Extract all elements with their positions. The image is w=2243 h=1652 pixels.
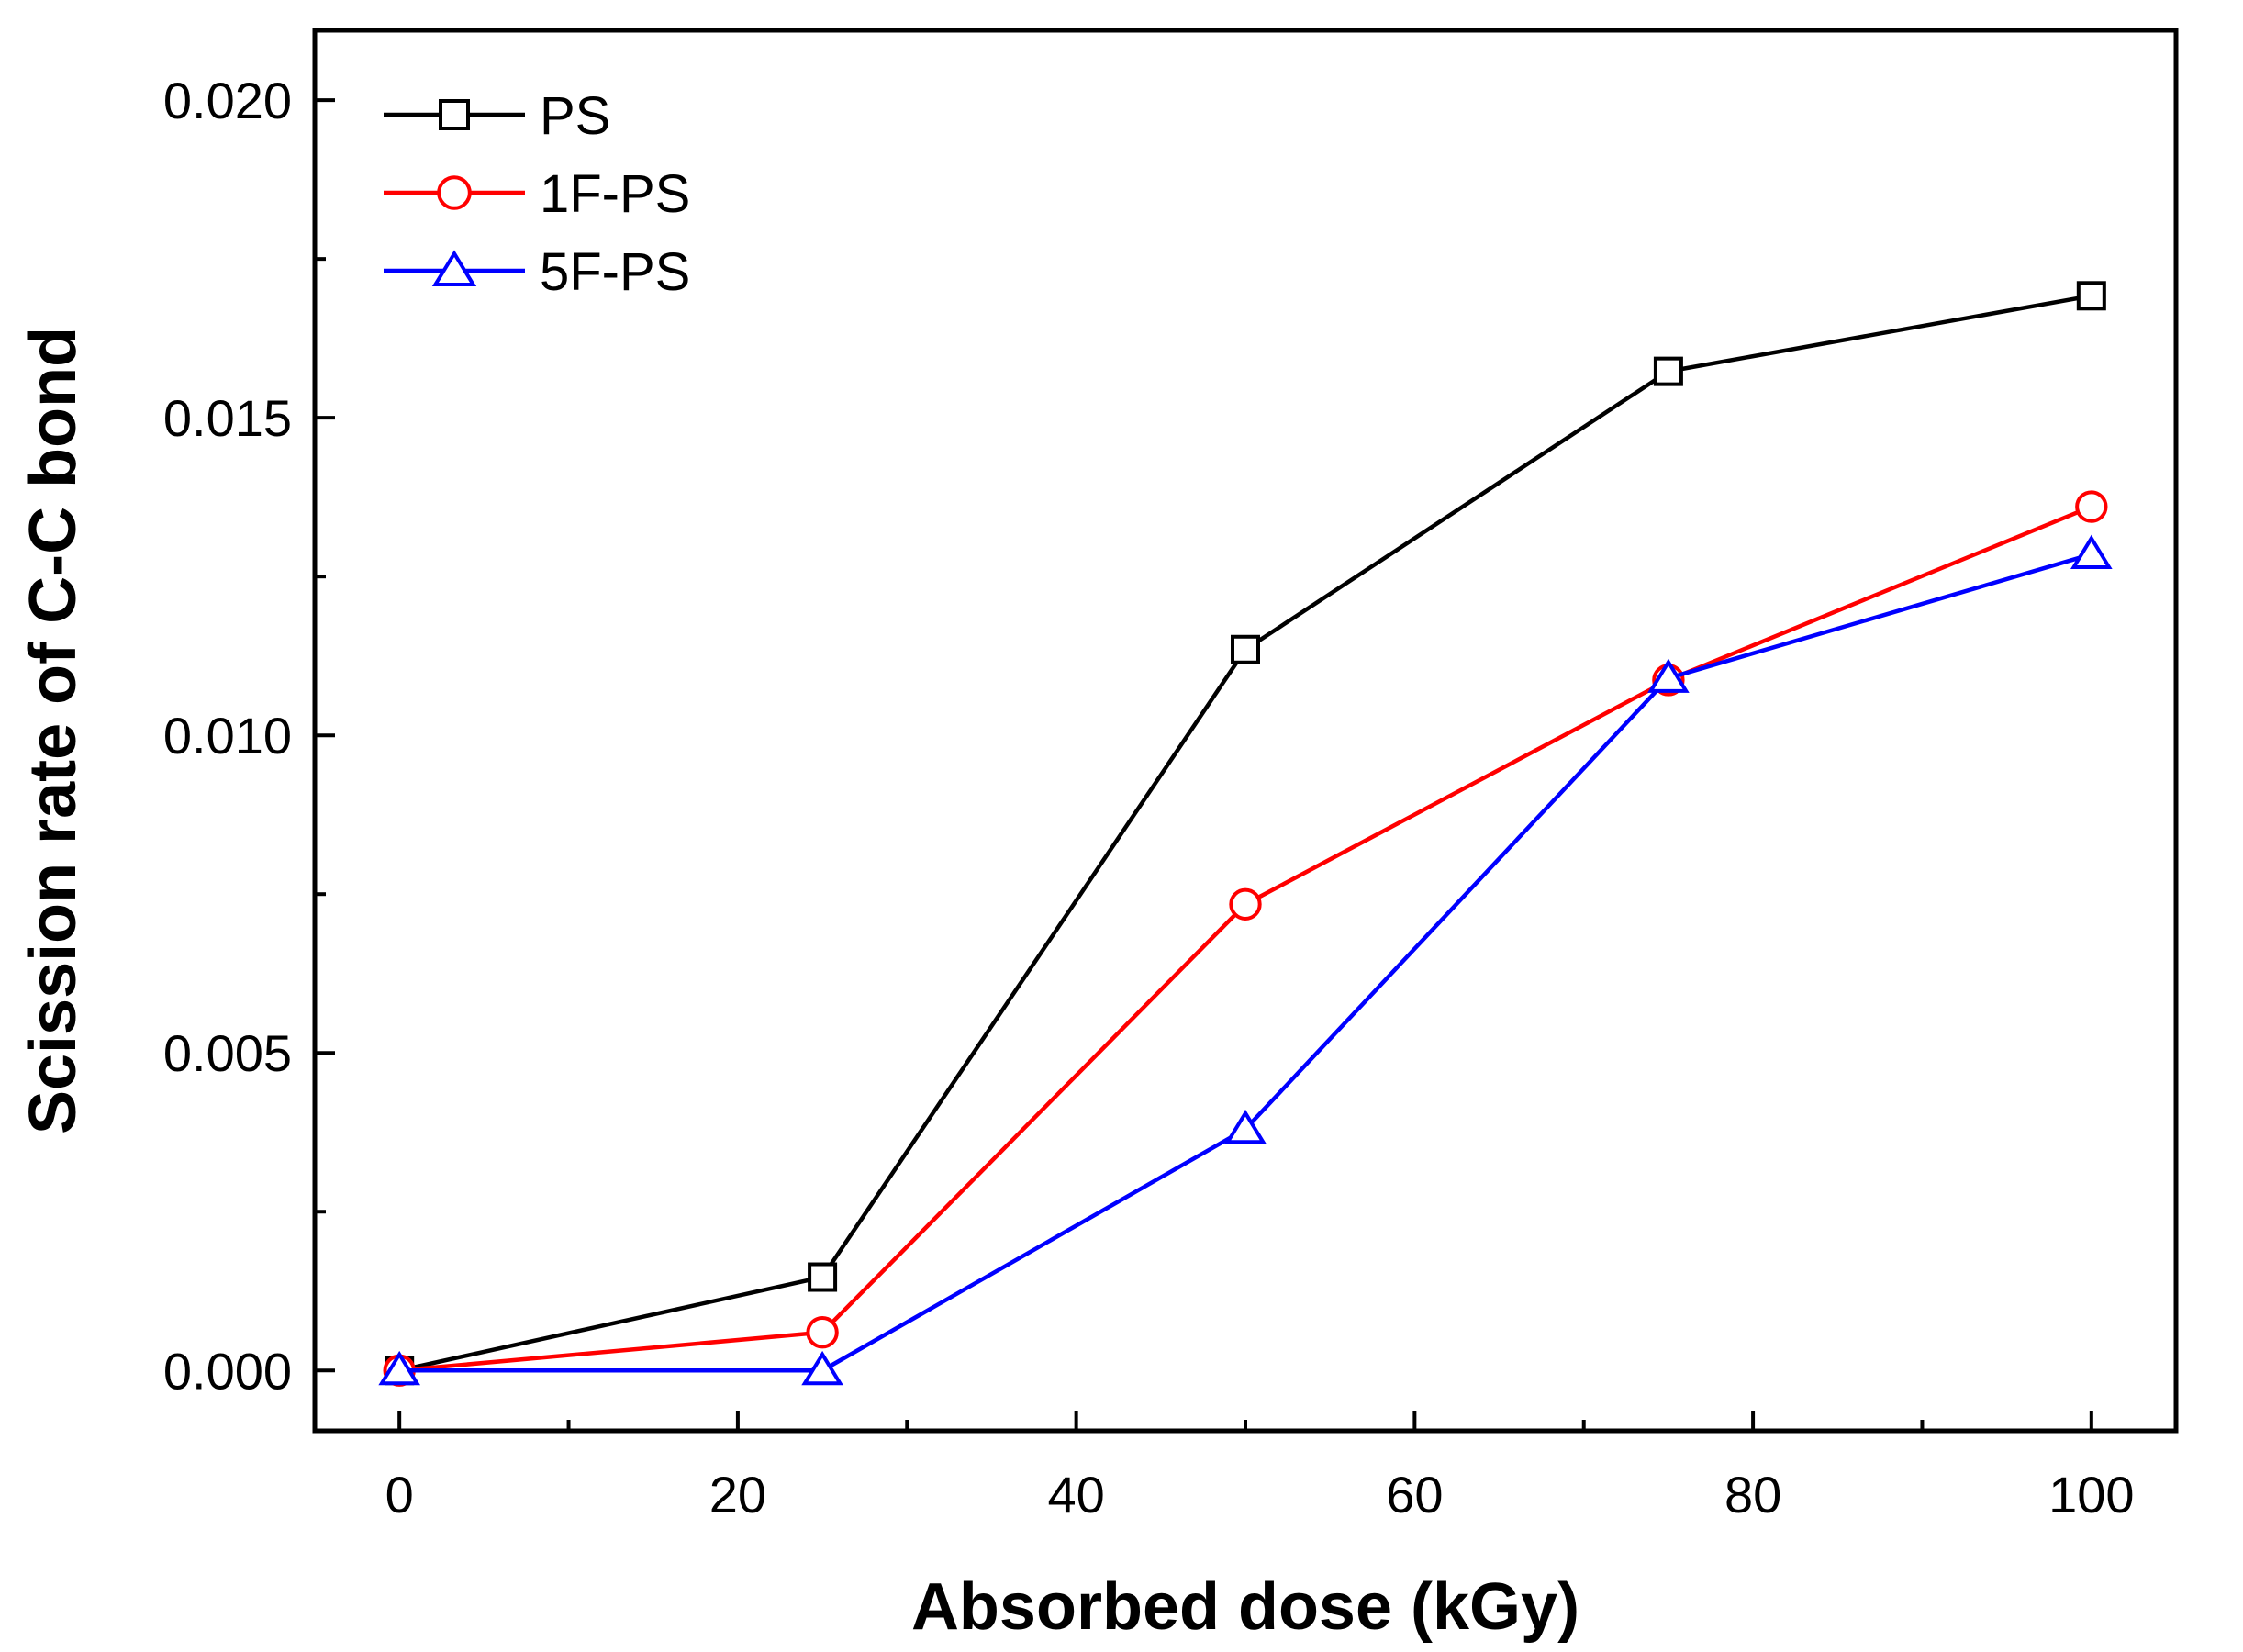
data-point-5f-ps: [1647, 658, 1690, 693]
series-line-ps: [398, 294, 2092, 1373]
legend: PS 1F-PS 5F-PS: [384, 86, 690, 302]
legend-label-ps: PS: [540, 86, 610, 146]
data-point-ps: [808, 1262, 838, 1292]
y-tick-label: 0.020: [163, 72, 292, 129]
legend-item-ps: PS: [384, 86, 610, 146]
data-series: [378, 281, 2113, 1387]
data-point-5f-ps: [378, 1350, 420, 1386]
x-tick-label: 20: [709, 1466, 766, 1524]
legend-item-1f-ps: 1F-PS: [384, 164, 690, 224]
plot-frame: [312, 28, 2179, 1434]
x-tick-label: 60: [1386, 1466, 1443, 1524]
y-tick-label: 0.015: [163, 389, 292, 447]
data-point-5f-ps: [801, 1350, 843, 1386]
y-tick-label: 0.010: [163, 707, 292, 765]
y-tick-label: 0.000: [163, 1342, 292, 1400]
legend-label-5f-ps: 5F-PS: [540, 242, 690, 302]
legend-label-1f-ps: 1F-PS: [540, 164, 690, 224]
data-point-5f-ps: [1224, 1109, 1267, 1144]
series-line-5f-ps: [399, 552, 2092, 1373]
series-ps: [385, 281, 2106, 1386]
x-tick-label: 80: [1724, 1466, 1781, 1524]
x-tick-label: 0: [385, 1466, 414, 1524]
y-tick-label: 0.005: [163, 1024, 292, 1082]
x-tick-label: 40: [1047, 1466, 1104, 1524]
legend-item-5f-ps: 5F-PS: [384, 242, 690, 302]
series-5f-ps: [378, 534, 2113, 1386]
data-point-5f-ps: [2070, 534, 2113, 569]
axis-ticks: 0 20 40 60 80 100 0.000 0.005 0.010 0.015 0.020: [163, 72, 2135, 1524]
data-point-1f-ps: [2075, 490, 2108, 523]
data-point-ps: [1231, 634, 1260, 664]
data-point-ps: [2076, 281, 2106, 311]
data-point-1f-ps: [1229, 887, 1262, 921]
x-axis-title: Absorbed dose (kGy): [911, 1570, 1579, 1644]
data-point-ps: [1653, 356, 1683, 386]
data-point-1f-ps: [806, 1316, 839, 1349]
legend-marker-5f-ps: [431, 250, 477, 286]
legend-marker-ps: [439, 99, 470, 130]
legend-marker-1f-ps: [437, 175, 472, 210]
x-tick-label: 100: [2048, 1466, 2134, 1524]
y-axis-title: Scission rate of C-C bond: [17, 327, 90, 1134]
